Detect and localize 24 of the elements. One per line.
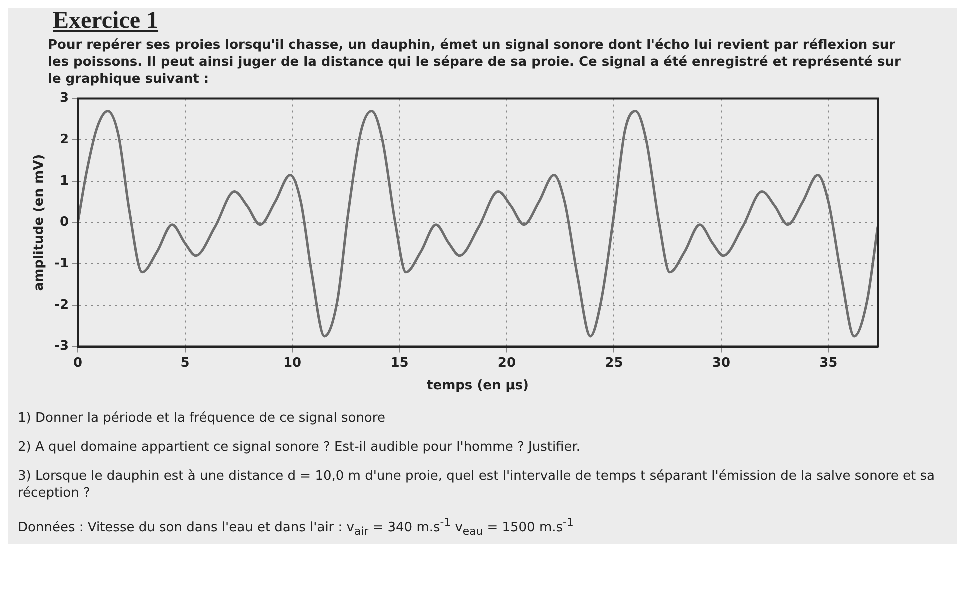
y-tick-label: -2 <box>54 298 70 313</box>
y-tick-label: 0 <box>60 215 70 230</box>
x-tick-label: 0 <box>74 356 83 371</box>
y-tick-label: -1 <box>54 256 70 272</box>
text: Données : Vitesse du son dans l'eau et dans l'air : v$_{air}$ = 340 m.s$^{-1}$ v$_{eau}$ = 1500 m.s$^{-1}$ <box>18 515 575 540</box>
text: 2) A quel domaine appartient ce signal sonore ? Est-il audible pour l'homme ? Justifier. <box>18 439 582 456</box>
y-tick-label: -3 <box>54 339 70 354</box>
x-axis-title: temps (en µs) <box>427 378 529 394</box>
x-tick-label: 5 <box>180 356 190 371</box>
chart-title: Exercice 1 <box>53 8 160 35</box>
text: 1) Donner la période et la fréquence de ce signal sonore <box>18 410 386 427</box>
line-series <box>78 110 878 338</box>
x-tick-label: 30 <box>712 356 730 371</box>
y-tick-label: 1 <box>60 174 70 189</box>
y-axis-title: amplitude (en mV) <box>32 154 48 292</box>
x-tick-label: 15 <box>390 356 409 371</box>
x-tick-label: 10 <box>283 356 302 371</box>
text: 3) Lorsque le dauphin est à une distance d = 10,0 m d'une proie, quel est l'intervalle de temps t séparant l'émission de la salve sonore et sa réception ? <box>18 468 936 502</box>
y-tick-label: 3 <box>60 91 70 106</box>
y-tick-label: 2 <box>60 132 70 148</box>
x-tick-label: 35 <box>820 356 838 371</box>
chart-subtitle: Pour repérer ses proies lorsqu'il chasse, un dauphin, émet un signal sonore dont l'écho lui revient par réflexion sur les poissons. Il peut ainsi juger de la distance qui le sépare de sa proie. Ce signal a été enregistré et représenté sur le graphique suivant : <box>48 37 902 88</box>
x-tick-label: 25 <box>605 356 624 371</box>
x-tick-label: 20 <box>498 356 516 371</box>
